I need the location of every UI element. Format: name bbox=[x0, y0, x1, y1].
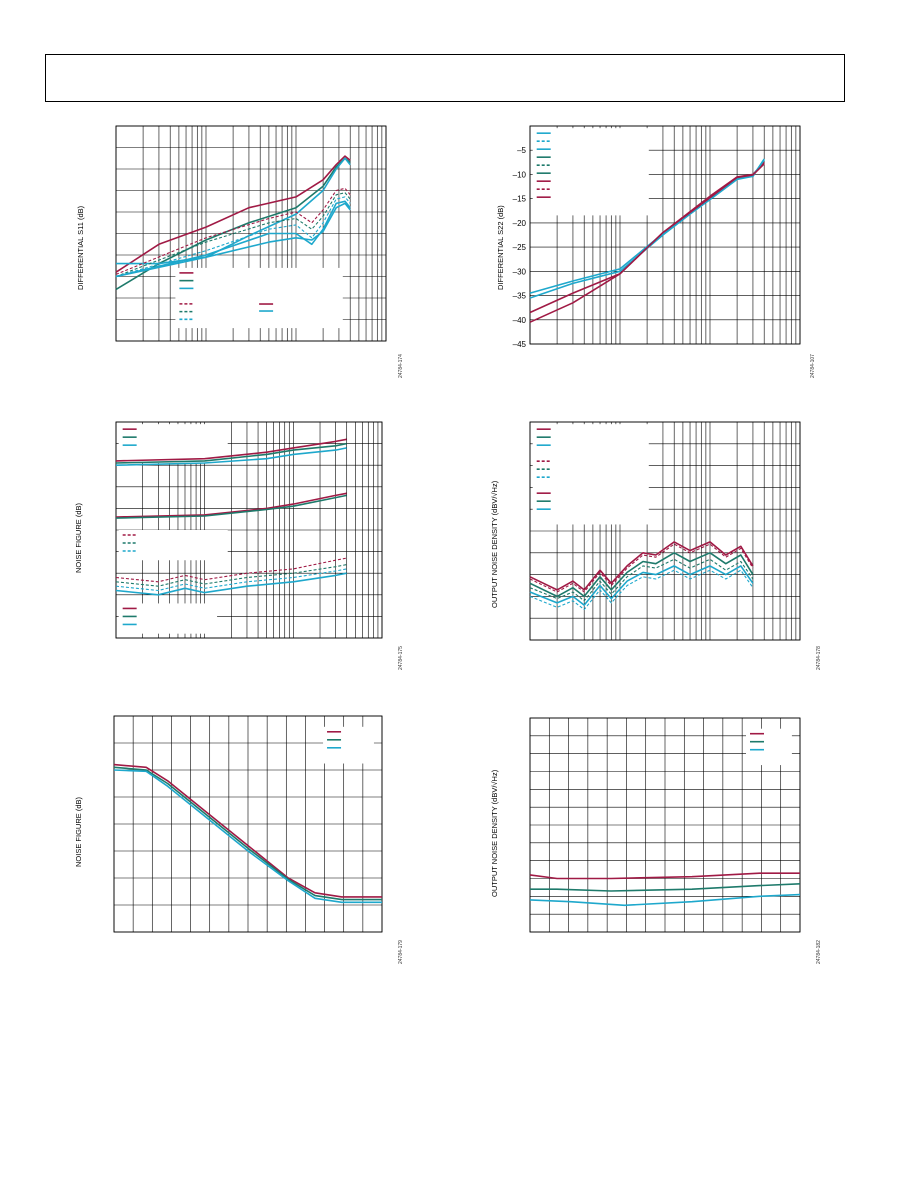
legend-box bbox=[532, 424, 649, 525]
series-line bbox=[115, 568, 347, 592]
series-line bbox=[529, 893, 801, 907]
y-tick-label: –25 bbox=[513, 243, 527, 252]
chart-ond-freq: OUTPUT NOISE DENSITY (dBV/√Hz) 24784-178 bbox=[490, 418, 830, 673]
y-tick-label: –15 bbox=[513, 195, 527, 204]
series-line bbox=[115, 442, 347, 464]
legend-box bbox=[746, 728, 792, 766]
chart-s11-svg bbox=[115, 125, 387, 342]
chart-ond-gain-svg bbox=[529, 717, 801, 933]
chart-s11: DIFFERENTIAL S11 (dB) 24784-174 bbox=[70, 120, 410, 380]
chart-nf-freq-fig-id: 24784-175 bbox=[398, 646, 404, 670]
chart-s11-ylabel: DIFFERENTIAL S11 (dB) bbox=[76, 205, 85, 290]
y-tick-label: –30 bbox=[513, 267, 527, 276]
y-tick-label: –45 bbox=[513, 340, 527, 349]
chart-grid bbox=[529, 125, 801, 345]
chart-nf-freq: NOISE FIGURE (dB) 24784-175 bbox=[70, 418, 410, 673]
chart-ond-freq-svg bbox=[529, 421, 801, 641]
series-line bbox=[115, 447, 347, 466]
series-line bbox=[115, 557, 347, 583]
series-line bbox=[529, 558, 754, 602]
series-line bbox=[529, 163, 765, 314]
series-line bbox=[530, 883, 801, 892]
series-line bbox=[115, 494, 347, 519]
series-line bbox=[115, 564, 347, 587]
chart-nf-gain-fig-id: 24784-179 bbox=[398, 940, 404, 964]
series-line bbox=[115, 155, 351, 273]
series-line bbox=[529, 872, 800, 880]
chart-ond-gain-fig-id: 24784-182 bbox=[816, 940, 822, 964]
chart-s22-fig-id: 24784-107 bbox=[810, 354, 816, 378]
plot-frame bbox=[113, 715, 383, 933]
legend-box bbox=[175, 267, 343, 329]
y-tick-label: –40 bbox=[513, 316, 527, 325]
series-line bbox=[113, 763, 382, 898]
plot-frame bbox=[529, 421, 801, 641]
series-line bbox=[529, 543, 754, 593]
series-line bbox=[529, 158, 765, 294]
series-line bbox=[115, 438, 347, 462]
chart-nf-freq-svg bbox=[115, 421, 383, 639]
series-line bbox=[115, 492, 347, 518]
chart-grid bbox=[113, 715, 383, 933]
chart-nf-freq-ylabel: NOISE FIGURE (dB) bbox=[74, 502, 83, 573]
series-line bbox=[115, 572, 347, 596]
plot-frame bbox=[115, 125, 387, 342]
chart-ond-freq-fig-id: 24784-178 bbox=[816, 646, 822, 670]
series-line bbox=[529, 565, 754, 606]
series-line bbox=[115, 200, 351, 278]
chart-nf-gain: NOISE FIGURE (dB) 24784-179 bbox=[70, 712, 410, 967]
series-line bbox=[115, 187, 351, 275]
plot-frame bbox=[529, 125, 801, 345]
chart-nf-gain-ylabel: NOISE FIGURE (dB) bbox=[74, 796, 83, 867]
series-line bbox=[115, 196, 351, 278]
y-tick-label: –10 bbox=[513, 170, 527, 179]
y-tick-label: –35 bbox=[513, 292, 527, 301]
series-line bbox=[529, 552, 754, 598]
header-box bbox=[45, 54, 845, 102]
chart-nf-gain-svg bbox=[113, 715, 383, 933]
series-line bbox=[529, 569, 754, 611]
plot-frame bbox=[115, 421, 383, 639]
legend-box bbox=[118, 530, 228, 561]
chart-s22-ylabel: DIFFERENTIAL S22 (dB) bbox=[496, 205, 505, 290]
series-line bbox=[115, 192, 351, 278]
series-line bbox=[115, 202, 351, 278]
y-tick-label: –20 bbox=[513, 219, 527, 228]
chart-ond-freq-ylabel: OUTPUT NOISE DENSITY (dBV/√Hz) bbox=[490, 480, 499, 608]
chart-s22: –5 –10 –15 –20 –25 –30 –35 –40 –45 DIFFERENTIAL … bbox=[490, 120, 830, 380]
series-line bbox=[529, 541, 754, 591]
series-line bbox=[113, 769, 382, 904]
chart-s22-svg: –5 –10 –15 –20 –25 –30 –35 –40 –45 bbox=[513, 125, 801, 349]
legend-box bbox=[323, 726, 374, 764]
series-line bbox=[116, 157, 351, 265]
y-tick-label: –5 bbox=[517, 146, 526, 155]
chart-s11-fig-id: 24784-174 bbox=[398, 354, 404, 378]
chart-ond-gain: OUTPUT NOISE DENSITY (dBV/√Hz) 24784-182 bbox=[490, 712, 830, 967]
series-line bbox=[113, 766, 382, 901]
legend-box bbox=[118, 424, 228, 464]
plot-frame bbox=[529, 717, 801, 933]
legend-box bbox=[532, 128, 649, 216]
chart-ond-gain-ylabel: OUTPUT NOISE DENSITY (dBV/√Hz) bbox=[490, 769, 499, 897]
